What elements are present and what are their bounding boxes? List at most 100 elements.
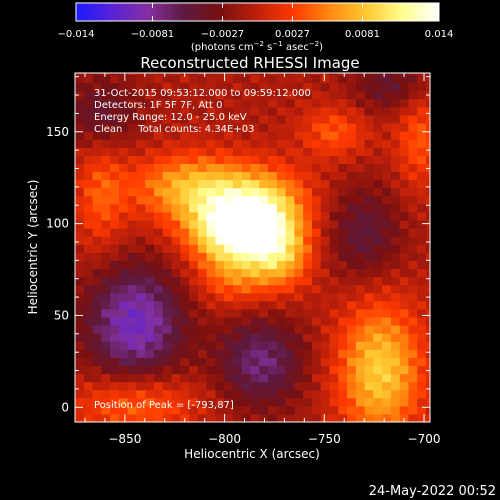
heatmap-cell — [364, 139, 374, 148]
heatmap-cell — [311, 308, 322, 318]
heatmap-cell — [399, 349, 410, 358]
heatmap-cell — [320, 268, 331, 278]
heatmap-cell — [268, 187, 278, 197]
heatmap-cell — [180, 300, 190, 310]
heatmap-cell — [224, 98, 234, 108]
heatmap-cell — [215, 163, 225, 173]
heatmap-cell — [224, 195, 234, 205]
heatmap-cell — [373, 316, 383, 326]
heatmap-cell — [206, 276, 217, 286]
heatmap-cell — [276, 341, 287, 350]
heatmap-cell — [294, 114, 304, 124]
heatmap-cell — [382, 122, 392, 132]
heatmap-cell — [118, 365, 129, 375]
heatmap-cell — [145, 405, 155, 415]
heatmap-cell — [224, 219, 234, 229]
heatmap-cell — [382, 252, 392, 261]
heatmap-cell — [224, 325, 234, 334]
heatmap-cell — [153, 195, 164, 205]
heatmap-cell — [417, 341, 427, 350]
heatmap-cell — [338, 357, 348, 367]
heatmap-cell — [294, 74, 304, 84]
heatmap-cell — [259, 252, 269, 261]
heatmap-cell — [417, 316, 427, 326]
heatmap-cell — [232, 187, 243, 197]
heatmap-cell — [382, 357, 392, 367]
heatmap-cell — [311, 106, 322, 116]
heatmap-cell — [75, 365, 85, 375]
heatmap-cell — [127, 349, 138, 358]
heatmap-cell — [268, 139, 278, 148]
heatmap-cell — [303, 219, 313, 229]
heatmap-cell — [118, 236, 129, 245]
heatmap-cell — [197, 195, 208, 205]
heatmap-cell — [399, 252, 410, 261]
heatmap-cell — [75, 219, 85, 229]
heatmap-cell — [206, 131, 217, 140]
heatmap-cell — [224, 373, 234, 383]
heatmap-cell — [390, 316, 401, 326]
heatmap-cell — [118, 341, 129, 350]
heatmap-cell — [83, 365, 94, 375]
heatmap-cell — [320, 131, 331, 140]
heatmap-cell — [232, 325, 243, 334]
heatmap-cell — [92, 365, 102, 375]
heatmap-cell — [75, 236, 85, 245]
heatmap-cell — [215, 236, 225, 245]
heatmap-cell — [294, 252, 304, 261]
heatmap-cell — [364, 179, 374, 189]
heatmap-cell — [320, 203, 331, 213]
heatmap-cell — [382, 98, 392, 108]
heatmap-cell — [373, 122, 383, 132]
heatmap-cell — [83, 325, 94, 334]
heatmap-cell — [390, 122, 401, 132]
heatmap-cell — [101, 228, 111, 237]
heatmap-cell — [83, 211, 94, 221]
heatmap-cell — [232, 292, 243, 302]
heatmap-cell — [241, 349, 252, 358]
heatmap-cell — [250, 219, 260, 229]
heatmap-cell — [171, 260, 181, 270]
heatmap-cell — [206, 268, 217, 278]
heatmap-cell — [189, 114, 199, 124]
heatmap-cell — [224, 284, 234, 294]
heatmap-cell — [224, 276, 234, 286]
heatmap-cell — [92, 373, 102, 383]
heatmap-cell — [189, 373, 199, 383]
heatmap-cell — [92, 292, 102, 302]
heatmap-cell — [189, 163, 199, 173]
heatmap-cell — [162, 219, 173, 229]
heatmap-cell — [303, 349, 313, 358]
heatmap-cell — [180, 349, 190, 358]
heatmap-cell — [329, 284, 339, 294]
heatmap-cell — [417, 90, 427, 100]
heatmap-cell — [232, 252, 243, 261]
heatmap-cell — [197, 373, 208, 383]
heatmap-cell — [285, 203, 295, 213]
heatmap-cell — [303, 244, 313, 253]
heatmap-cell — [259, 106, 269, 116]
heatmap-cell — [206, 98, 217, 108]
heatmap-cell — [136, 90, 146, 100]
heatmap-cell — [232, 316, 243, 326]
heatmap-cell — [311, 276, 322, 286]
heatmap-cell — [118, 244, 129, 253]
heatmap-cell — [285, 236, 295, 245]
heatmap-cell — [145, 260, 155, 270]
heatmap-cell — [75, 341, 85, 350]
heatmap-cell — [101, 98, 111, 108]
heatmap-cell — [241, 260, 252, 270]
heatmap-cell — [311, 74, 322, 84]
heatmap-cell — [285, 357, 295, 367]
heatmap-cell — [75, 98, 85, 108]
heatmap-cell — [215, 74, 225, 84]
heatmap-cell — [171, 268, 181, 278]
heatmap-cell — [276, 139, 287, 148]
heatmap-cell — [92, 236, 102, 245]
heatmap-cell — [320, 333, 331, 342]
heatmap-cell — [250, 171, 260, 181]
heatmap-cell — [189, 203, 199, 213]
heatmap-cell — [311, 179, 322, 189]
heatmap-cell — [136, 171, 146, 181]
heatmap-cell — [285, 300, 295, 310]
